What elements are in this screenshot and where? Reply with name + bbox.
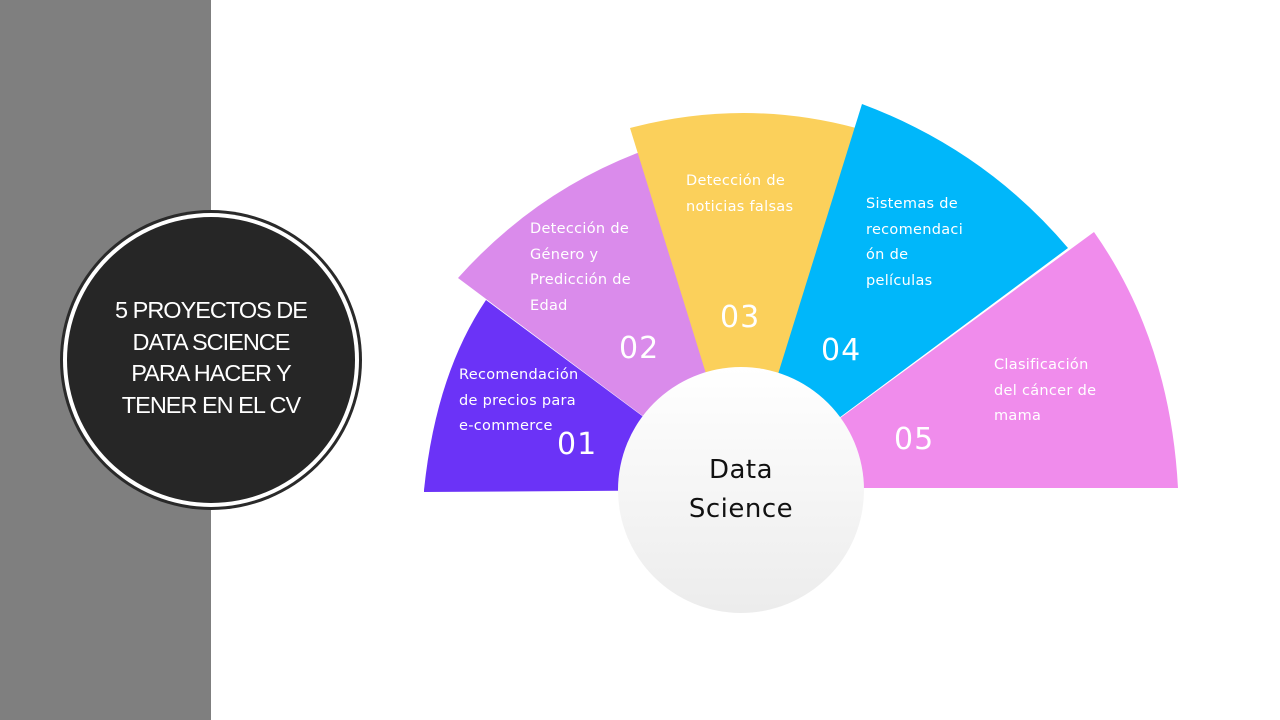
center-hub: Data Science: [618, 367, 864, 613]
segment-03-shape: [630, 113, 856, 490]
segment-01-number: 01: [557, 427, 598, 462]
segment-05-shape: [742, 232, 1178, 490]
segment-04-number: 04: [821, 333, 862, 368]
segment-04-label: Sistemas de recomendaci ón de películas: [866, 196, 964, 289]
segment-03-number: 03: [720, 300, 761, 335]
segment-02-label: Detección de Género y Predicción de Edad: [530, 221, 631, 314]
segment-05-number: 05: [894, 422, 935, 457]
slide-title: 5 PROYECTOS DE DATA SCIENCE PARA HACER Y…: [115, 297, 308, 418]
segment-03-label: Detección de noticias falsas: [686, 173, 794, 215]
title-badge: 5 PROYECTOS DE DATA SCIENCE PARA HACER Y…: [67, 217, 355, 503]
segment-04-shape: [742, 104, 1068, 490]
center-hub-label: Data Science: [688, 455, 794, 524]
segment-01-label: Recomendación de precios para e-commerce: [459, 367, 579, 434]
segment-05-label: Clasificación del cáncer de mama: [994, 357, 1097, 424]
segment-02-number: 02: [619, 331, 660, 366]
